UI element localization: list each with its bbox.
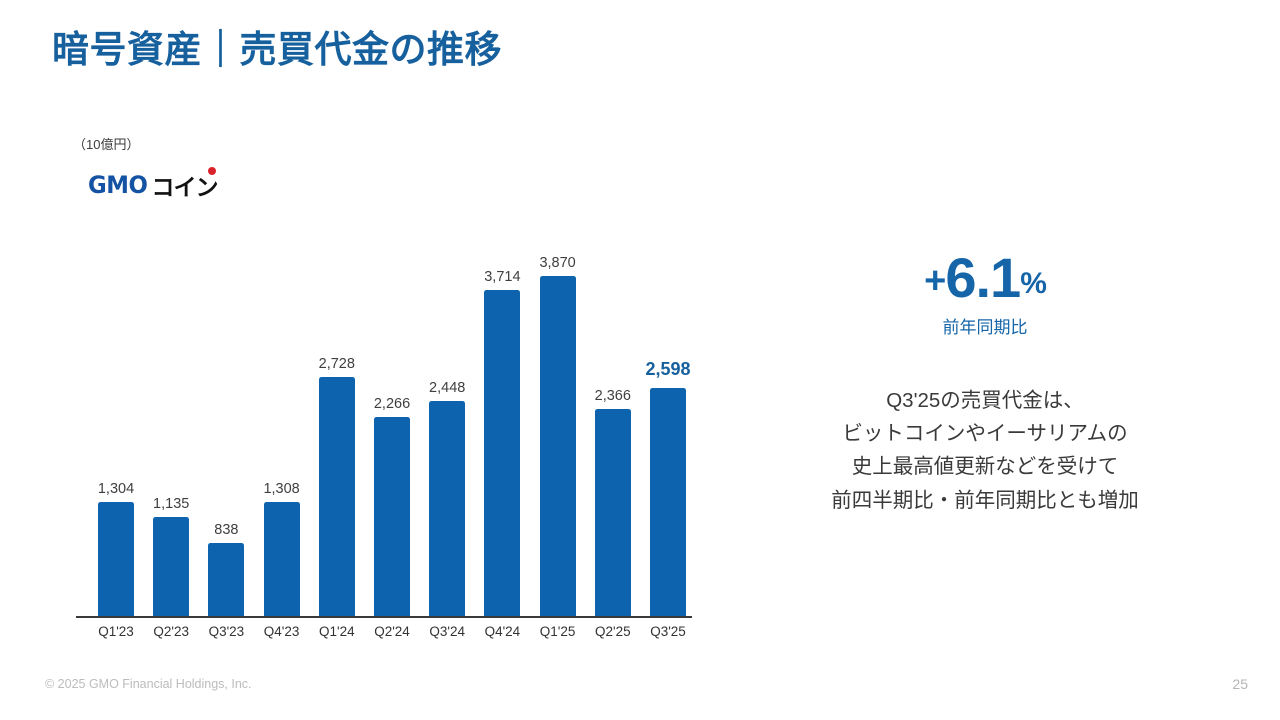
bar-value-label: 1,304 [97,480,135,497]
bar-column: 1,304 [97,234,135,617]
bar-value-label: 2,366 [594,387,631,404]
x-axis-tick-label: Q2'25 [594,624,631,639]
x-axis-tick-label: Q1'23 [98,624,134,639]
bar-q124 [318,376,355,617]
x-axis-tick-label: Q4'24 [484,624,521,639]
kpi-headline: +6.1% [740,250,1230,306]
bar-value-label: 2,448 [429,380,466,397]
bar-column: 2,448 [429,234,466,617]
insight-body-line: Q3'25の売買代金は、 [886,389,1084,412]
kpi-unit: % [1020,267,1047,300]
page-title: 暗号資産｜売買代金の推移 [52,29,502,70]
insight-body: Q3'25の売買代金は、ビットコインやイーサリアムの 史上最高値更新などを受けて前… [740,384,1230,517]
bar-value-label: 2,728 [318,355,355,372]
logo-coin-text: コイン [151,175,218,201]
x-axis-tick-label: Q3'24 [429,624,465,639]
x-axis-line [76,616,692,618]
bar-column: 838 [208,234,245,617]
bar-q223 [153,516,190,617]
bar-q225 [594,408,631,617]
footer-copyright: © 2025 GMO Financial Holdings, Inc. [45,677,252,691]
bar-column: 3,714 [484,234,521,617]
bar-value-label: 3,714 [484,269,521,286]
gmo-coin-logo: GMO コイン [88,167,218,201]
insight-body-line: 史上最高値更新などを受けて [851,455,1119,479]
bar-column: 2,266 [373,234,411,617]
bar-chart: 1,304 1,135 838 1,308 2,728 2,266 2,448 3,714 3,… [76,236,692,648]
insight-body-line: 前四半期比・前年同期比とも増加 [831,488,1139,512]
x-axis-tick-label: Q3'25 [650,624,686,639]
bar-value-label: 3,870 [539,255,576,272]
logo-gmo-text: GMO [88,171,148,199]
footer-page-number: 25 [1232,676,1248,692]
chart-plot-region: 1,304 1,135 838 1,308 2,728 2,266 2,448 3,714 3,… [76,236,692,618]
bar-column: 3,870 [539,234,576,617]
kpi-sign: + [924,260,946,302]
bar-value-label: 2,266 [373,396,411,413]
bar-q324 [429,401,466,617]
bar-column: 1,308 [263,234,300,617]
logo-red-dot-icon [208,167,217,175]
chart-unit-note: （10億円） [73,137,140,152]
logo-coin-wrap: コイン [151,167,218,202]
bar-q424 [484,290,521,617]
x-axis-tick-label: Q2'24 [374,624,410,639]
bar-q224 [374,417,410,617]
x-axis-tick-label: Q1'24 [318,624,355,639]
bar-q323 [208,542,245,617]
kpi-number: 6.1 [945,246,1021,309]
bar-column: 2,598 [645,234,691,617]
bar-q325 [650,388,686,617]
kpi-caption: 前年同期比 [942,318,1028,337]
insight-panel: +6.1% 前年同期比 Q3'25の売買代金は、ビットコインやイーサリアムの 史上… [740,250,1230,517]
insight-body-line: ビットコインやイーサリアムの [842,422,1128,446]
bar-value-label: 838 [214,521,239,538]
x-axis-tick-label: Q1'25 [539,624,576,639]
x-axis-tick-label: Q2'23 [153,624,189,639]
bar-value-label: 2,598 [645,359,691,380]
bar-column: 2,728 [318,234,355,617]
bar-value-label: 1,308 [263,480,300,497]
bar-q423 [263,501,300,617]
bar-q123 [98,501,134,617]
x-axis-tick-label: Q4'23 [263,624,300,639]
x-axis-tick-label: Q3'23 [208,624,245,639]
bar-column: 2,366 [594,234,631,617]
bar-value-label: 1,135 [153,495,190,512]
bar-column: 1,135 [153,234,190,617]
bar-q125 [539,276,576,617]
